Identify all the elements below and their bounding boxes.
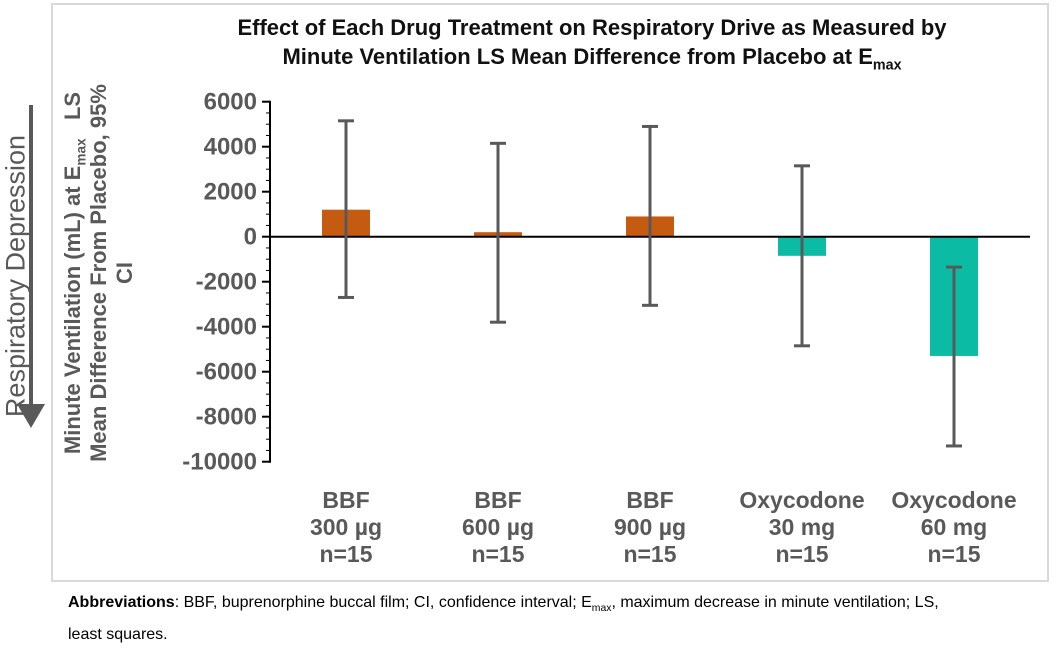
y-tick-label: -6000	[196, 359, 257, 386]
chart-title-line2: Minute Ventilation LS Mean Difference fr…	[282, 44, 901, 73]
y-tick-label: -8000	[196, 404, 257, 431]
x-category-label: 900 µg	[614, 514, 686, 540]
x-category-label: 300 µg	[310, 514, 382, 540]
x-category-label: 30 mg	[769, 514, 835, 540]
footnote-text-1: : BBF, buprenorphine buccal film; CI, co…	[174, 594, 592, 611]
footnote-emax-subscript: max	[591, 603, 612, 615]
footnote-line1: Abbreviations: BBF, buprenorphine buccal…	[68, 594, 939, 615]
chart-title-line2-text: Minute Ventilation LS Mean Difference fr…	[282, 44, 873, 69]
y-tick-label: -10000	[182, 449, 257, 476]
respiratory-depression-label: Respiratory Depression	[0, 134, 31, 418]
x-category-label: BBF	[626, 487, 673, 513]
chart-title: Effect of Each Drug Treatment on Respira…	[143, 13, 1041, 73]
x-category-label: n=15	[471, 541, 524, 567]
footnote-abbreviations-label: Abbreviations	[68, 594, 175, 611]
footnote-text-2: , maximum decrease in minute ventilation…	[611, 594, 939, 611]
chart-panel: Effect of Each Drug Treatment on Respira…	[51, 3, 1049, 582]
x-category-label: Oxycodone	[739, 487, 864, 513]
x-category-label: n=15	[775, 541, 828, 567]
x-category-label: n=15	[319, 541, 372, 567]
y-tick-label: 0	[244, 224, 257, 251]
chart-title-emax-subscript: max	[872, 57, 902, 74]
chart-title-line1: Effect of Each Drug Treatment on Respira…	[237, 15, 947, 40]
y-tick-label: -2000	[196, 269, 257, 296]
x-category-label: n=15	[623, 541, 676, 567]
y-tick-label: -4000	[196, 314, 257, 341]
footnote: Abbreviations: BBF, buprenorphine buccal…	[68, 594, 939, 644]
x-category-label: n=15	[927, 541, 980, 567]
x-category-label: Oxycodone	[891, 487, 1016, 513]
bar-chart-plot-area: 6000 4000 2000 0 -2000 -4000 -6000 -8000 -10000 B…	[182, 89, 1030, 567]
y-tick-label: 6000	[204, 89, 257, 116]
x-category-label: 60 mg	[921, 514, 987, 540]
x-category-label: BBF	[474, 487, 521, 513]
y-tick-label: 4000	[204, 134, 257, 161]
x-category-label: 600 µg	[462, 514, 534, 540]
y-tick-label: 2000	[204, 179, 257, 206]
down-arrow-icon	[17, 404, 45, 428]
footnote-line2: least squares.	[68, 626, 168, 643]
down-arrow-line	[29, 105, 33, 405]
x-category-label: BBF	[322, 487, 369, 513]
